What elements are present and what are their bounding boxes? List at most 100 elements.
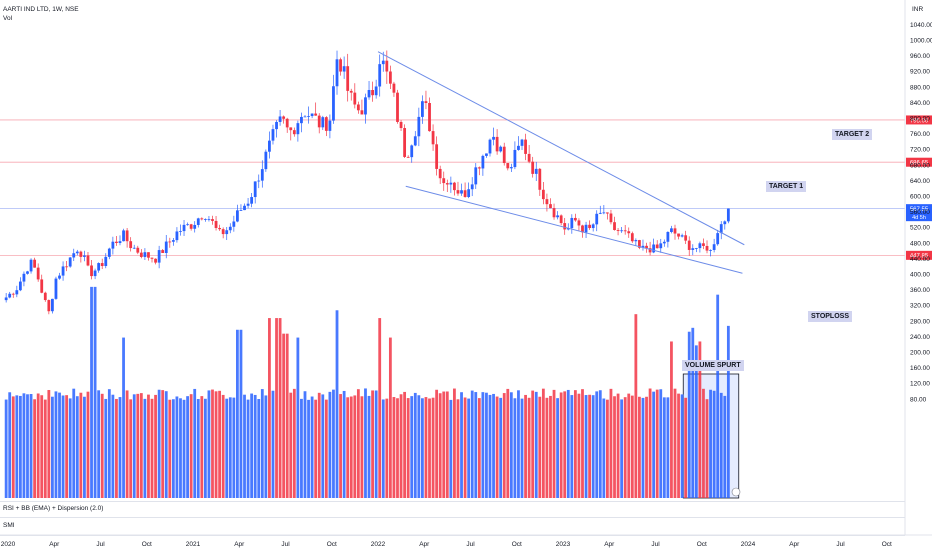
volume-bar: [193, 388, 197, 498]
volume-bar: [107, 389, 111, 498]
volume-bar: [332, 389, 335, 498]
candle-body: [346, 66, 350, 91]
candle-body: [332, 86, 335, 121]
volume-bar: [189, 394, 193, 498]
candle-body: [47, 300, 51, 312]
volume-bar: [538, 396, 542, 498]
volume-bar: [260, 389, 264, 498]
candle-body: [506, 163, 510, 169]
volume-bar: [179, 398, 182, 498]
volume-bar: [147, 394, 150, 498]
candle-body: [488, 139, 492, 154]
volume-bar: [691, 327, 695, 498]
volume-bar: [392, 397, 396, 498]
candle-body: [314, 113, 318, 116]
candle-body: [232, 221, 236, 227]
y-tick-label: 440.00: [910, 256, 930, 263]
candle-body: [552, 208, 556, 218]
x-tick-label: 2021: [186, 541, 201, 548]
candle-body: [435, 144, 439, 169]
volume-bar: [495, 396, 499, 498]
volume-bar: [670, 341, 673, 498]
volume-bar: [399, 394, 403, 498]
volume-bar: [239, 329, 243, 498]
y-tick-label: 960.00: [910, 53, 930, 60]
volume-bar: [598, 390, 602, 498]
candle-body: [630, 233, 634, 242]
volume-bar: [61, 395, 65, 498]
y-tick-label: 360.00: [910, 287, 930, 294]
pane-separator[interactable]: [0, 501, 905, 502]
candle-body: [673, 228, 677, 234]
candle-body: [485, 153, 488, 156]
price-axis[interactable]: 1040.00 1000.00 960.00 920.00 880.00 840.00 80…: [904, 0, 932, 535]
candle-body: [680, 235, 684, 237]
volume-bar: [33, 399, 37, 498]
volume-bar: [609, 388, 613, 498]
trendlines[interactable]: [377, 51, 745, 274]
price-level-value: 686.65: [910, 161, 929, 167]
volume-bar: [673, 388, 677, 498]
candle-body: [531, 161, 535, 174]
volume-bar: [8, 392, 12, 498]
candle-body: [381, 60, 385, 65]
candle-body: [339, 59, 342, 72]
candle-body: [474, 167, 478, 185]
candle-body: [129, 241, 133, 249]
candle-body: [460, 190, 463, 194]
volume-bar: [499, 397, 503, 498]
candle-body: [303, 116, 307, 118]
candle-body: [417, 116, 421, 137]
candle-body: [335, 59, 339, 87]
candle-body: [175, 231, 179, 241]
y-tick-label: 800.00: [910, 116, 930, 123]
volume-bar: [246, 399, 250, 498]
candle-body: [702, 243, 705, 246]
candle-body: [260, 169, 264, 181]
volume-bar: [335, 310, 339, 498]
time-axis[interactable]: 2020 Apr Jul Oct 2021 Apr Jul Oct 2022 Apr Jul Oct 2…: [0, 534, 932, 548]
candle-body: [378, 64, 382, 87]
volume-bar: [136, 393, 140, 498]
candle-body: [527, 153, 531, 162]
candle-body: [652, 244, 656, 253]
candle-body: [655, 244, 659, 249]
candle-body: [520, 139, 524, 146]
candle-body: [189, 224, 193, 229]
x-tick-label: 2024: [741, 541, 756, 548]
volume-bar: [620, 399, 624, 498]
candle-body: [495, 136, 499, 152]
candle-body: [193, 224, 197, 229]
volume-bar: [481, 392, 485, 498]
volume-bar: [182, 399, 186, 498]
candle-body: [694, 248, 698, 249]
pane-separator[interactable]: [0, 517, 905, 518]
pane-separator[interactable]: [0, 535, 905, 536]
volume-bar: [381, 399, 385, 498]
candle-body: [225, 230, 229, 235]
volume-bar: [257, 398, 261, 498]
candle-body: [186, 224, 189, 226]
volume-bar: [371, 390, 374, 498]
volume-bar: [506, 388, 510, 498]
candle-body: [577, 220, 581, 226]
volume-bar: [549, 395, 552, 498]
candle-body: [317, 115, 321, 128]
volume-bar: [705, 399, 709, 498]
candle-body: [86, 255, 90, 266]
y-tick-label: 80.00: [910, 396, 927, 403]
volume-bar: [321, 394, 325, 498]
volume-bar: [641, 397, 645, 498]
y-tick-label: 520.00: [910, 225, 930, 232]
volume-bar: [527, 397, 531, 498]
x-tick-label: Jul: [836, 541, 845, 548]
candle-body: [570, 217, 574, 229]
candle-body: [602, 212, 606, 214]
candle-body: [33, 259, 37, 268]
volume-bar: [225, 398, 229, 498]
x-tick-label: Apr: [234, 541, 245, 548]
candle-body: [573, 217, 577, 221]
volume-bar: [474, 392, 478, 498]
volume-bar: [310, 396, 314, 498]
